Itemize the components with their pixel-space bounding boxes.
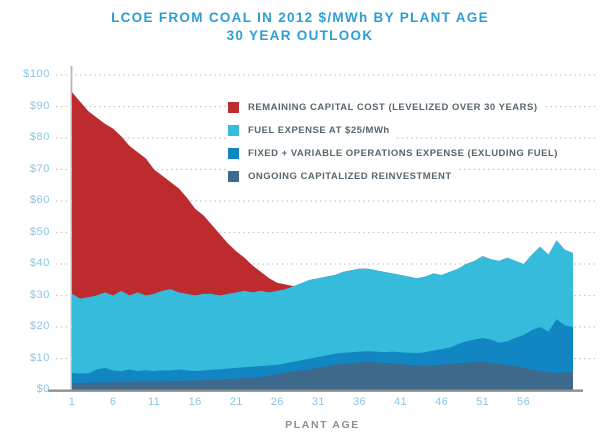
legend-label-ongoing-capitalized-reinvestment: ONGOING CAPITALIZED REINVESTMENT	[248, 171, 452, 182]
legend-swatch-fixed-variable-operations-expense	[228, 148, 239, 159]
y-tick-label: $0	[36, 383, 50, 395]
legend-row-fixed-variable-operations-expense: FIXED + VARIABLE OPERATIONS EXPENSE (EXL…	[228, 142, 564, 165]
x-tick-label: 51	[476, 396, 490, 408]
x-tick-label: 1	[68, 396, 76, 408]
legend-label-fuel-expense: FUEL EXPENSE AT $25/MWh	[248, 125, 390, 136]
legend-swatch-ongoing-capitalized-reinvestment	[228, 171, 239, 182]
x-tick-label: 31	[311, 396, 325, 408]
y-tick-label: $100	[23, 68, 50, 80]
area-ongoing-capitalized-reinvestment	[72, 362, 573, 390]
legend-label-remaining-capital-cost: REMAINING CAPITAL COST (LEVELIZED OVER 3…	[248, 102, 538, 113]
x-tick-label: 41	[393, 396, 408, 408]
chart-title-line-1: LCOE FROM COAL IN 2012 $/MWh BY PLANT AG…	[111, 10, 489, 25]
legend-row-fuel-expense: FUEL EXPENSE AT $25/MWh	[228, 119, 396, 142]
legend-label-fixed-variable-operations-expense: FIXED + VARIABLE OPERATIONS EXPENSE (EXL…	[248, 148, 558, 159]
legend: REMAINING CAPITAL COST (LEVELIZED OVER 3…	[228, 96, 564, 188]
legend-swatch-fuel-expense	[228, 125, 239, 136]
x-tick-label: 11	[147, 396, 161, 408]
x-tick-label: 6	[109, 396, 117, 408]
x-tick-label: 46	[435, 396, 449, 408]
y-tick-label: $30	[29, 288, 50, 301]
x-tick-label: 56	[517, 396, 531, 408]
y-tick-label: $20	[29, 320, 50, 332]
y-tick-label: $70	[29, 162, 50, 175]
y-tick-label: $50	[29, 225, 50, 238]
legend-row-remaining-capital-cost: REMAINING CAPITAL COST (LEVELIZED OVER 3…	[228, 96, 544, 119]
chart-title: LCOE FROM COAL IN 2012 $/MWh BY PLANT AG…	[0, 9, 600, 44]
x-tick-label: 16	[188, 396, 202, 408]
x-tick-label: 26	[270, 396, 284, 408]
legend-swatch-remaining-capital-cost	[228, 102, 239, 113]
chart-title-line-2: 30 YEAR OUTLOOK	[226, 27, 374, 43]
y-tick-label: $10	[29, 351, 50, 364]
y-tick-label: $80	[29, 131, 50, 143]
y-tick-label: $60	[29, 194, 50, 206]
x-tick-label: 36	[352, 396, 367, 408]
legend-row-ongoing-capitalized-reinvestment: ONGOING CAPITALIZED REINVESTMENT	[228, 165, 458, 188]
x-tick-label: 21	[229, 396, 243, 408]
y-tick-label: $40	[29, 257, 50, 269]
x-axis-title: PLANT AGE	[285, 419, 360, 431]
y-tick-label: $90	[29, 99, 50, 112]
